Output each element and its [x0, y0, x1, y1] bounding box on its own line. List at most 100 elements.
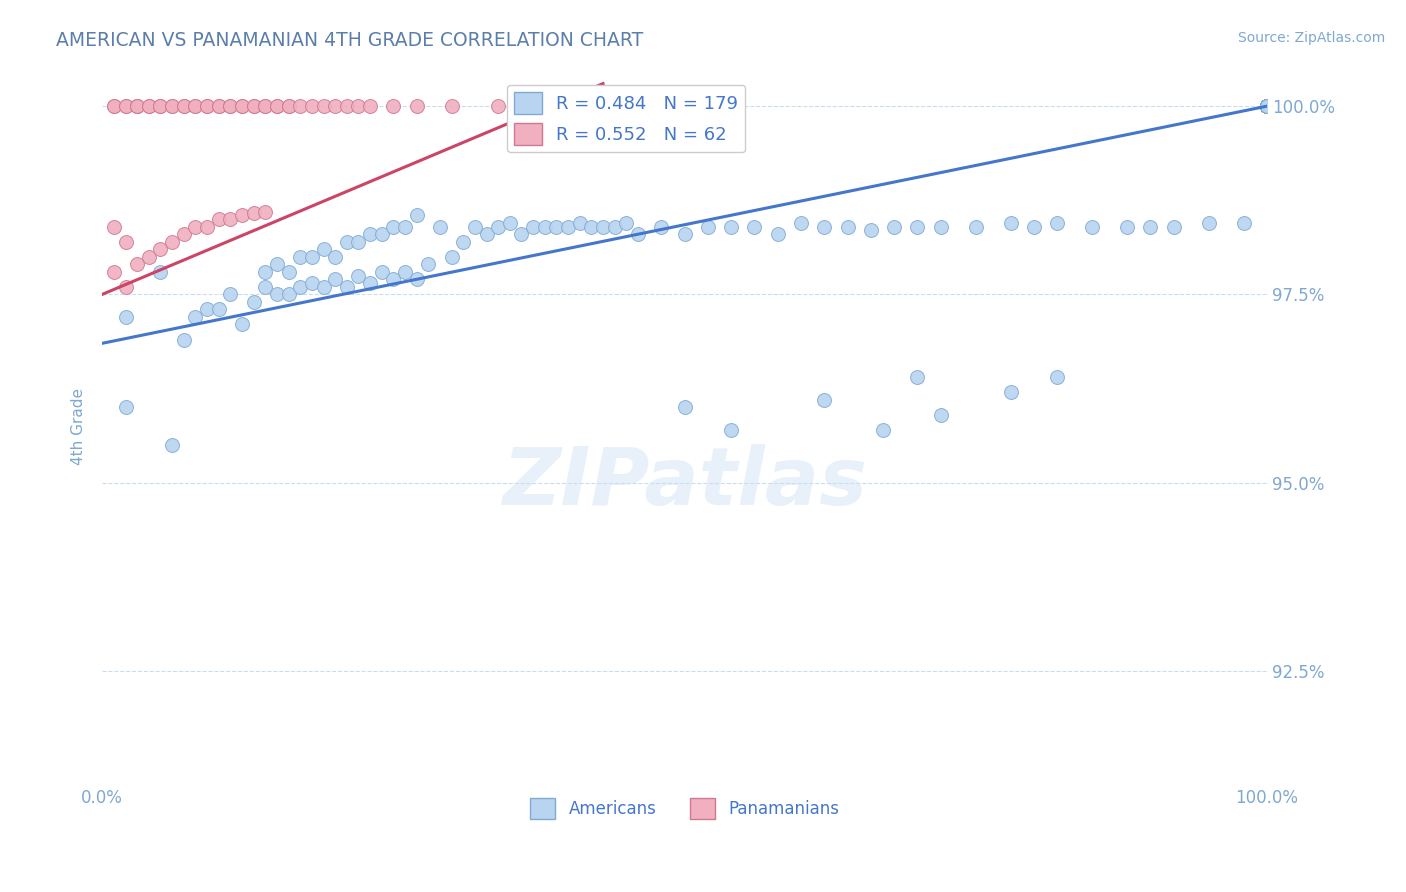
- Point: [1256, 99, 1278, 113]
- Point: [1256, 99, 1278, 113]
- Point: [720, 219, 742, 234]
- Point: [405, 208, 427, 222]
- Point: [184, 310, 207, 324]
- Point: [394, 219, 416, 234]
- Point: [219, 212, 242, 227]
- Point: [929, 219, 952, 234]
- Point: [1256, 99, 1278, 113]
- Point: [1256, 99, 1278, 113]
- Point: [149, 242, 172, 256]
- Point: [266, 99, 288, 113]
- Point: [1000, 385, 1022, 400]
- Point: [301, 250, 323, 264]
- Point: [1256, 99, 1278, 113]
- Point: [394, 265, 416, 279]
- Point: [1256, 99, 1278, 113]
- Point: [1198, 216, 1220, 230]
- Point: [790, 216, 813, 230]
- Point: [277, 99, 299, 113]
- Point: [1256, 99, 1278, 113]
- Point: [231, 318, 253, 332]
- Point: [1046, 216, 1069, 230]
- Point: [208, 99, 231, 113]
- Point: [1256, 99, 1278, 113]
- Point: [138, 99, 160, 113]
- Point: [242, 99, 264, 113]
- Point: [907, 370, 929, 384]
- Point: [1256, 99, 1278, 113]
- Point: [1256, 99, 1278, 113]
- Point: [1256, 99, 1278, 113]
- Point: [114, 280, 136, 294]
- Point: [336, 99, 359, 113]
- Point: [581, 219, 603, 234]
- Point: [533, 219, 555, 234]
- Point: [673, 227, 696, 241]
- Point: [1256, 99, 1278, 113]
- Point: [173, 99, 195, 113]
- Point: [323, 250, 346, 264]
- Point: [1000, 216, 1022, 230]
- Point: [103, 99, 125, 113]
- Point: [1256, 99, 1278, 113]
- Point: [323, 99, 346, 113]
- Point: [1139, 219, 1161, 234]
- Point: [510, 227, 533, 241]
- Point: [382, 219, 405, 234]
- Point: [1256, 99, 1278, 113]
- Point: [1256, 99, 1278, 113]
- Point: [254, 99, 277, 113]
- Point: [1256, 99, 1278, 113]
- Point: [1256, 99, 1278, 113]
- Point: [266, 287, 288, 301]
- Point: [1256, 99, 1278, 113]
- Point: [173, 227, 195, 241]
- Point: [149, 99, 172, 113]
- Point: [242, 206, 264, 220]
- Point: [744, 219, 766, 234]
- Point: [219, 99, 242, 113]
- Point: [1256, 99, 1278, 113]
- Point: [219, 99, 242, 113]
- Point: [195, 99, 218, 113]
- Point: [184, 219, 207, 234]
- Point: [231, 99, 253, 113]
- Point: [1256, 99, 1278, 113]
- Point: [1256, 99, 1278, 113]
- Point: [1256, 99, 1278, 113]
- Point: [323, 272, 346, 286]
- Point: [429, 219, 451, 234]
- Point: [1046, 370, 1069, 384]
- Point: [195, 302, 218, 317]
- Point: [1256, 99, 1278, 113]
- Point: [650, 219, 672, 234]
- Point: [1256, 99, 1278, 113]
- Point: [149, 99, 172, 113]
- Point: [301, 99, 323, 113]
- Point: [546, 219, 568, 234]
- Point: [440, 99, 463, 113]
- Point: [1256, 99, 1278, 113]
- Point: [1256, 99, 1278, 113]
- Point: [872, 423, 894, 437]
- Point: [1256, 99, 1278, 113]
- Point: [1256, 99, 1278, 113]
- Y-axis label: 4th Grade: 4th Grade: [72, 388, 86, 465]
- Point: [242, 99, 264, 113]
- Point: [184, 99, 207, 113]
- Point: [1256, 99, 1278, 113]
- Point: [371, 227, 394, 241]
- Point: [208, 99, 231, 113]
- Point: [1256, 99, 1278, 113]
- Point: [965, 219, 987, 234]
- Point: [1256, 99, 1278, 113]
- Point: [837, 219, 859, 234]
- Point: [1256, 99, 1278, 113]
- Point: [231, 208, 253, 222]
- Point: [312, 242, 335, 256]
- Point: [1256, 99, 1278, 113]
- Point: [907, 219, 929, 234]
- Point: [1256, 99, 1278, 113]
- Point: [138, 99, 160, 113]
- Point: [1256, 99, 1278, 113]
